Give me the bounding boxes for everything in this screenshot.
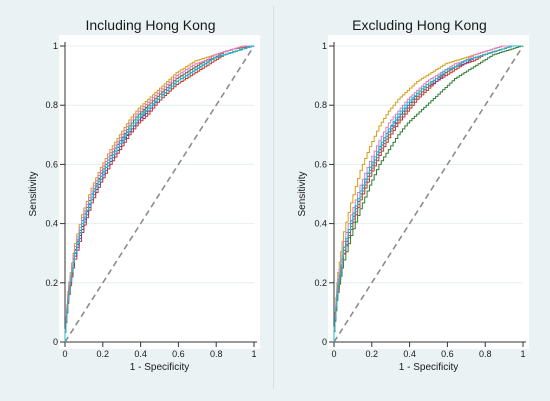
y-tick-label: 0.2 [45, 278, 58, 288]
plot-area [328, 35, 529, 349]
y-tick-label: 0 [322, 337, 327, 347]
roc-curve-series-7 [64, 45, 254, 342]
roc-chart-including-hong-kong: Including Hong Kong 0 0.2 0.4 0.6 0.8 1 0 0.2 0.4… [28, 17, 260, 373]
x-tick-label: 1 [520, 349, 525, 359]
x-tick-label: 0.8 [479, 349, 492, 359]
y-tick-label: 0 [53, 337, 58, 347]
y-tick-label: 1 [322, 41, 327, 51]
y-tick-label: 1 [53, 41, 58, 51]
roc-curve-series-3 [333, 45, 523, 342]
y-tick-label: 0.6 [45, 159, 58, 169]
roc-panel-excluding-hong-kong: Excluding Hong Kong 0 0.2 0.4 0.6 0.8 1 0 0.2 0.4… [275, 6, 540, 389]
y-tick-label: 0.4 [45, 219, 58, 229]
y-tick-label: 0.8 [314, 100, 327, 110]
y-tick-label: 0.8 [45, 100, 58, 110]
roc-curve-series-8 [333, 45, 523, 342]
x-tick-label: 0.6 [172, 349, 185, 359]
y-tick-label: 0.6 [314, 159, 327, 169]
y-axis-title: Sensitivity [297, 171, 308, 216]
roc-panel-including-hong-kong: Including Hong Kong 0 0.2 0.4 0.6 0.8 1 0 0.2 0.4… [6, 6, 271, 389]
x-tick-label: 0.2 [97, 349, 110, 359]
roc-curve-series-7 [333, 45, 523, 342]
x-tick-label: 0.2 [366, 349, 379, 359]
x-axis-title: 1 - Specificity [399, 362, 458, 373]
chart-title: Excluding Hong Kong [352, 17, 487, 33]
x-tick-label: 0.8 [210, 349, 223, 359]
x-tick-label: 0.6 [441, 349, 454, 359]
roc-curve-series-8 [64, 45, 254, 342]
reference-diagonal [64, 45, 255, 343]
chart-title: Including Hong Kong [86, 17, 216, 33]
reference-diagonal [333, 45, 524, 343]
y-axis-title: Sensitivity [28, 171, 39, 216]
roc-chart-excluding-hong-kong: Excluding Hong Kong 0 0.2 0.4 0.6 0.8 1 0 0.2 0.4… [297, 17, 529, 373]
x-tick-label: 0 [331, 349, 336, 359]
x-axis-title: 1 - Specificity [130, 362, 189, 373]
y-tick-label: 0.2 [314, 278, 327, 288]
x-tick-label: 0.4 [134, 349, 147, 359]
roc-curve-series-2 [64, 45, 254, 342]
x-tick-label: 0 [62, 349, 67, 359]
panel-divider [273, 6, 274, 389]
y-tick-label: 0.4 [314, 219, 327, 229]
x-tick-label: 1 [251, 349, 256, 359]
plot-area [59, 35, 260, 349]
x-tick-label: 0.4 [403, 349, 416, 359]
